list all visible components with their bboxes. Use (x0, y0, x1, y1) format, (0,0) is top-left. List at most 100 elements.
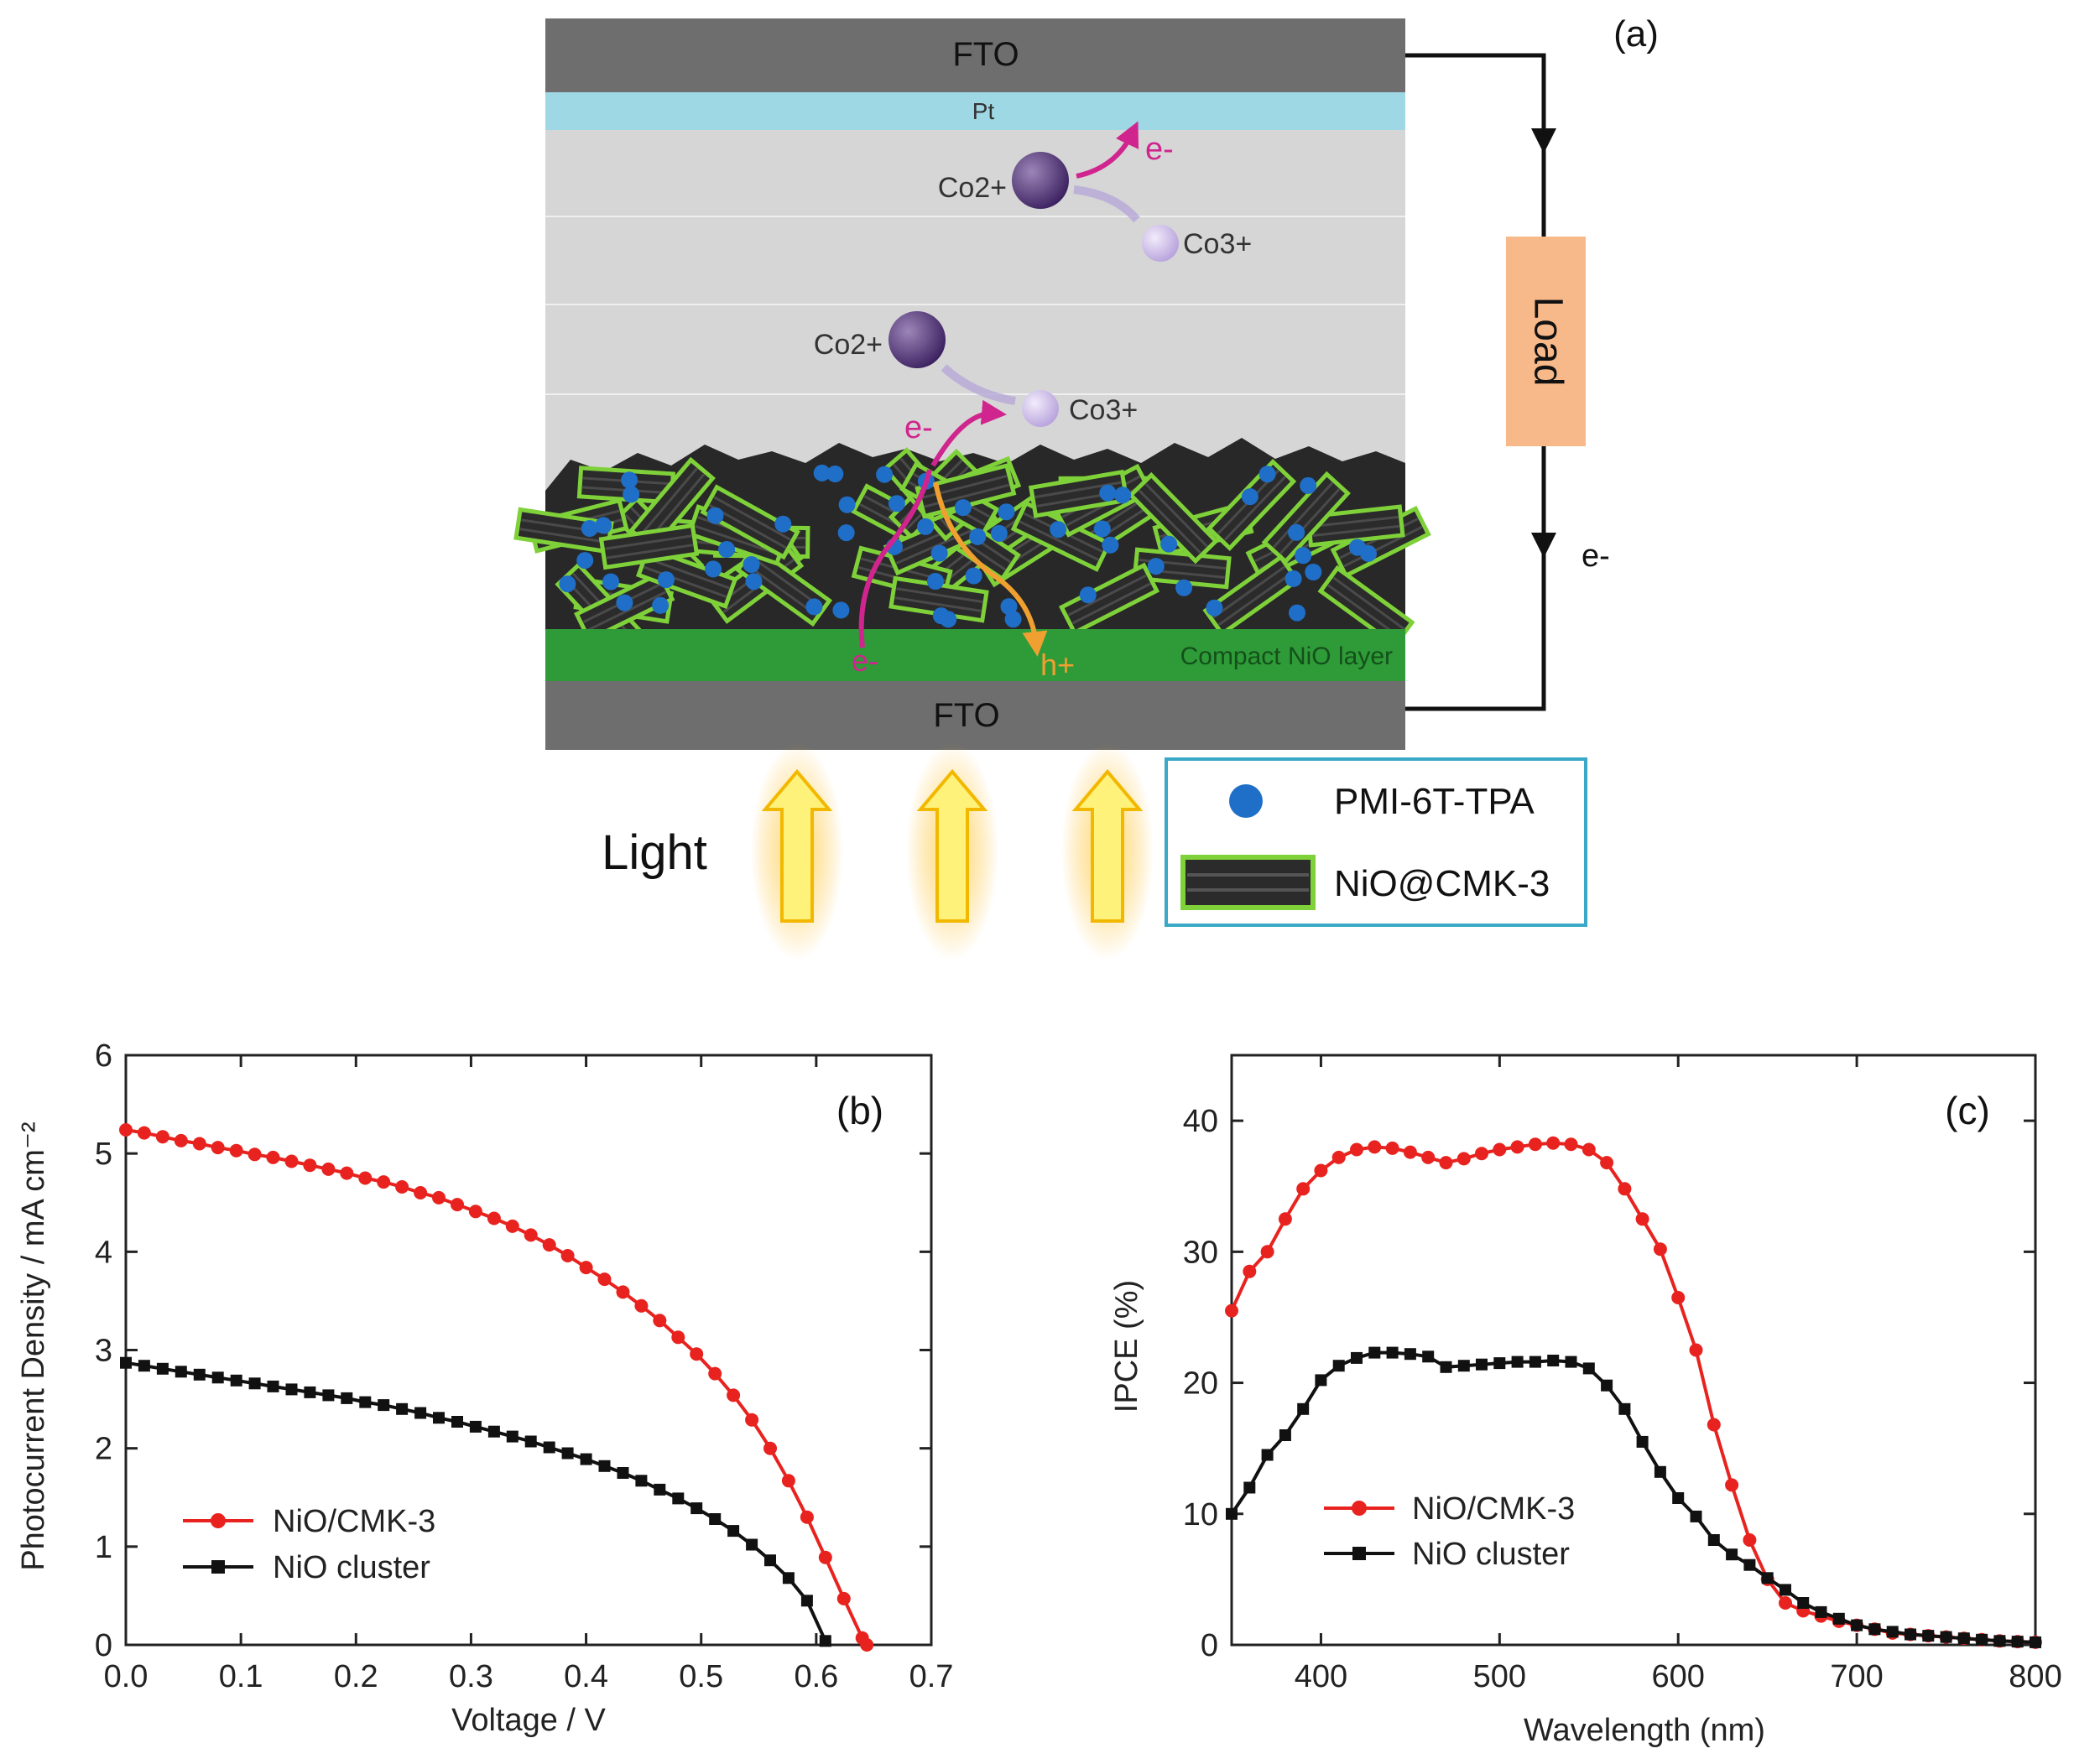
light-label: Light (602, 825, 707, 880)
dye-molecule (969, 528, 987, 545)
c-point-1 (1993, 1635, 2006, 1647)
b-point-1 (635, 1475, 648, 1487)
ipce-chart: 400 500 600 700 800 0 10 20 30 40 Wavelength (nm… (1109, 1054, 2062, 1748)
c-x-tick-label: 400 (1295, 1659, 1347, 1694)
b-point-0 (266, 1150, 280, 1164)
chart-c-x-axis-title: Wavelength (nm) (1524, 1713, 1765, 1748)
c-point-0 (1528, 1137, 1542, 1152)
c-point-1 (1297, 1402, 1310, 1415)
c-point-1 (1672, 1492, 1685, 1504)
c-point-0 (1278, 1212, 1292, 1226)
b-point-1 (764, 1554, 776, 1567)
b-point-1 (156, 1362, 169, 1375)
c-x-tick-label: 600 (1652, 1659, 1705, 1694)
carbon-rod (635, 545, 738, 609)
c-point-1 (1851, 1619, 1863, 1631)
c-point-0 (1243, 1264, 1257, 1278)
chart-c-x-tick-labels: 400 500 600 700 800 (1295, 1659, 2062, 1694)
c-point-1 (1386, 1346, 1399, 1359)
c-point-1 (1957, 1632, 1970, 1645)
c-point-1 (1886, 1626, 1899, 1638)
b-point-1 (800, 1595, 813, 1607)
b-point-1 (396, 1402, 409, 1415)
c-point-1 (2011, 1636, 2024, 1648)
dye-molecule (1175, 579, 1193, 596)
b-point-0 (524, 1228, 538, 1242)
b-point-0 (174, 1133, 188, 1147)
c-point-0 (1618, 1182, 1632, 1196)
b-y-tick-label: 0 (95, 1628, 112, 1663)
legend-dye-label: PMI-6T-TPA (1334, 781, 1535, 822)
c-point-0 (1689, 1343, 1703, 1357)
b-point-0 (487, 1211, 501, 1225)
dye-molecule (1079, 586, 1097, 604)
dye-molecule (1050, 521, 1067, 539)
c-point-0 (1743, 1533, 1757, 1547)
dye-molecule (745, 573, 763, 591)
b-point-1 (285, 1383, 298, 1396)
co2-lower-label: Co2+ (814, 329, 883, 361)
c-y-tick-label: 10 (1183, 1497, 1218, 1532)
c-point-1 (1226, 1507, 1238, 1520)
c-point-1 (1368, 1346, 1381, 1359)
b-x-tick-label: 0.4 (564, 1659, 608, 1694)
b-point-0 (358, 1171, 373, 1185)
b-point-0 (708, 1366, 722, 1381)
electron-path-in-film (858, 469, 932, 648)
chart-b-y-axis-title: Photocurrent Density / mA cm⁻² (16, 1121, 51, 1570)
c-y-tick-label: 0 (1201, 1628, 1218, 1663)
b-point-0 (468, 1205, 482, 1219)
b-point-1 (819, 1635, 831, 1647)
dye-molecule (658, 571, 675, 589)
hole-path-in-film (933, 481, 1048, 657)
b-point-1 (617, 1467, 629, 1479)
b-point-1 (746, 1538, 758, 1551)
b-point-1 (561, 1447, 574, 1460)
b-point-1 (248, 1377, 261, 1390)
b-point-1 (709, 1513, 722, 1525)
c-point-1 (1797, 1597, 1810, 1609)
b-point-1 (433, 1412, 445, 1424)
b-point-1 (654, 1483, 666, 1496)
c-x-tick-label: 700 (1830, 1659, 1883, 1694)
c-point-1 (1726, 1548, 1738, 1561)
b-point-0 (727, 1388, 741, 1402)
b-point-0 (340, 1166, 354, 1180)
c-point-1 (1618, 1402, 1631, 1415)
carbon-rod (1128, 471, 1219, 565)
c-point-0 (1707, 1418, 1721, 1432)
jv-curve-chart: 0.0 0.1 0.2 0.3 0.4 0.5 0.6 0.7 0 1 2 3 4 5 6 Voltage… (16, 1038, 953, 1738)
b-point-0 (763, 1441, 777, 1455)
c-point-0 (1421, 1150, 1436, 1164)
b-point-1 (598, 1460, 611, 1472)
b-point-1 (414, 1407, 427, 1419)
c-point-1 (1315, 1374, 1327, 1387)
c-point-1 (1404, 1348, 1416, 1361)
co3-ion-upper (1142, 225, 1179, 262)
dye-molecule (1285, 570, 1302, 587)
c-series-line-1 (1230, 1350, 2036, 1644)
b-y-tick-label: 4 (95, 1235, 112, 1270)
chart-c-ticks (1232, 1055, 2037, 1647)
dye-molecule (940, 611, 957, 628)
c-x-tick-label: 800 (2009, 1659, 2061, 1694)
panel-label-a: (a) (1613, 13, 1659, 55)
dye-molecule (998, 503, 1015, 521)
b-point-0 (542, 1238, 556, 1252)
b-point-1 (543, 1441, 555, 1454)
b-series-line-1 (125, 1361, 827, 1642)
dye-molecule (1004, 611, 1022, 628)
b-y-tick-label: 6 (95, 1038, 112, 1074)
dye-molecule (837, 524, 855, 542)
c-point-0 (1725, 1478, 1739, 1492)
electron-arrow-to-redox (930, 399, 1007, 467)
b-point-0 (818, 1550, 832, 1564)
c-y-tick-label: 20 (1183, 1366, 1218, 1402)
c-point-1 (1940, 1631, 1952, 1643)
c-point-0 (1671, 1291, 1686, 1304)
c-point-0 (1546, 1136, 1561, 1150)
b-point-0 (451, 1198, 464, 1212)
b-x-tick-label: 0.7 (909, 1659, 954, 1694)
dye-molecule (832, 601, 850, 619)
dye-molecule (1295, 547, 1312, 565)
